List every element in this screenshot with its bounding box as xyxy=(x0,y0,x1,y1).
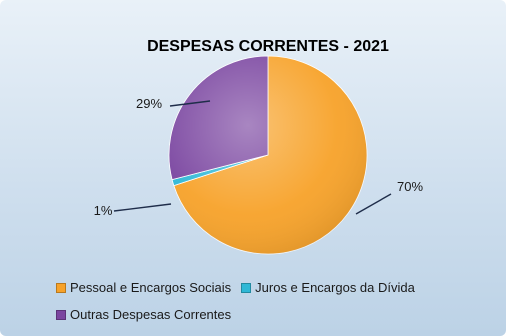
legend-swatch xyxy=(56,309,66,320)
legend-label: Juros e Encargos da Dívida xyxy=(255,280,415,295)
chart-title: DESPESAS CORRENTES - 2021 xyxy=(147,38,389,55)
slice-value-label: 70% xyxy=(397,179,423,194)
leader-lines xyxy=(113,100,392,215)
legend: Pessoal e Encargos Sociais Juros e Encarg… xyxy=(56,280,496,322)
pie-slices xyxy=(168,55,368,255)
legend-swatch xyxy=(241,282,252,293)
leader-line xyxy=(355,193,392,215)
legend-item: Juros e Encargos da Dívida xyxy=(241,280,415,295)
leader-line xyxy=(169,100,211,107)
legend-label: Outras Despesas Correntes xyxy=(70,307,232,322)
slice-labels: 70% 1% 29% xyxy=(94,96,424,218)
legend-swatch xyxy=(56,282,66,293)
slice-value-label: 29% xyxy=(136,96,162,111)
legend-label: Pessoal e Encargos Sociais xyxy=(70,280,232,295)
legend-item: Pessoal e Encargos Sociais xyxy=(56,280,231,295)
leader-line xyxy=(113,203,172,212)
legend-item: Outras Despesas Correntes xyxy=(56,307,231,322)
slice-value-label: 1% xyxy=(94,203,113,218)
